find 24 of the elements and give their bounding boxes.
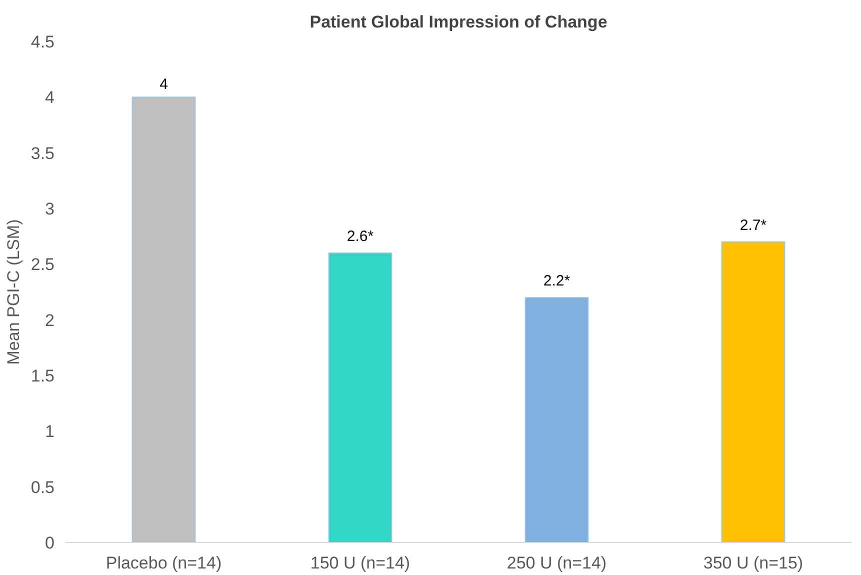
- bar: [721, 241, 786, 542]
- y-tick-label: 0.5: [30, 478, 55, 497]
- y-tick-label: 2.5: [30, 255, 55, 274]
- bar: [132, 96, 196, 542]
- y-tick-label: 4: [45, 88, 55, 108]
- y-tick-label: 0: [45, 534, 55, 552]
- y-tick-label: 1.5: [30, 366, 55, 386]
- y-tick-label: 1: [45, 422, 55, 442]
- bar: [524, 297, 589, 542]
- y-tick-label: 2: [45, 310, 55, 330]
- y-tick-label: 3.5: [30, 144, 55, 163]
- data-label: 2.2*: [543, 272, 570, 290]
- data-label: 2.6*: [346, 228, 374, 246]
- x-tick-label: 350 U (n=15): [703, 554, 804, 572]
- chart-title: Patient Global Impression of Change: [310, 12, 608, 32]
- x-tick-label: 150 U (n=14): [310, 554, 410, 572]
- y-tick-label: 4.5: [30, 32, 55, 52]
- x-tick-label: Placebo (n=14): [106, 554, 222, 572]
- bar: [328, 252, 392, 542]
- data-label: 4: [160, 76, 168, 94]
- y-axis-title: Mean PGI-C (LSM): [4, 219, 23, 365]
- y-tick-label: 3: [45, 200, 55, 218]
- x-tick-label: 250 U (n=14): [506, 554, 607, 572]
- data-label: 2.7*: [740, 216, 767, 234]
